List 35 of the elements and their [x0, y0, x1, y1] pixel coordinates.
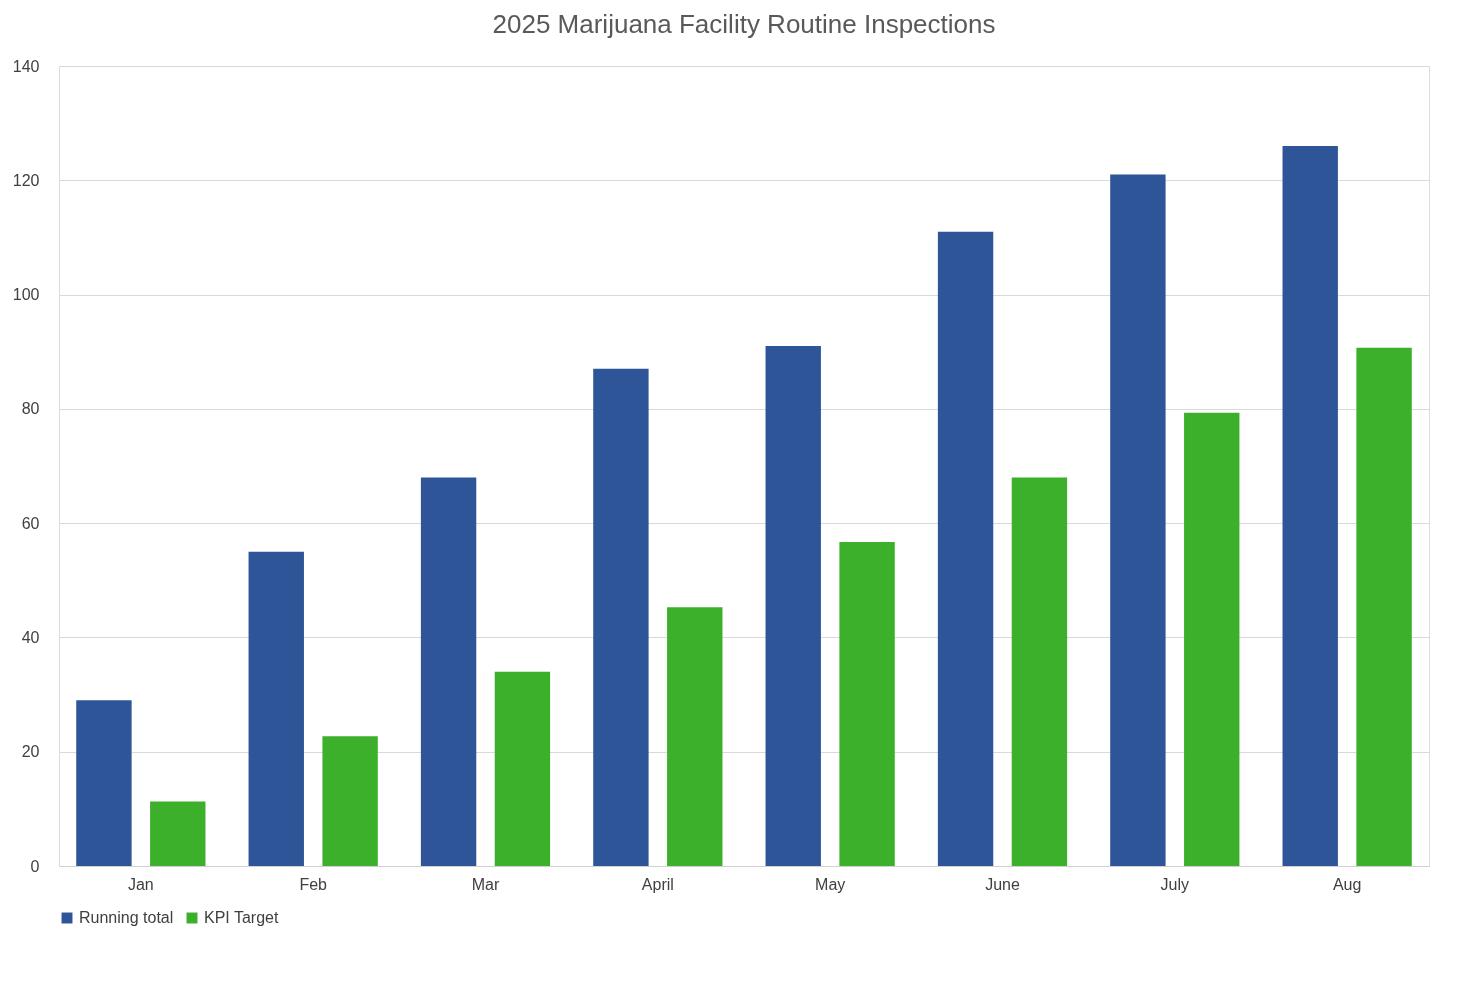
x-tick-label: June: [985, 875, 1020, 893]
y-tick-label: 60: [21, 514, 40, 532]
x-tick-label: April: [641, 875, 674, 893]
bar: [322, 736, 378, 866]
legend-label: KPI Target: [204, 909, 279, 926]
bar: [667, 607, 723, 866]
bar: [420, 477, 477, 866]
x-tick-label: July: [1160, 875, 1190, 893]
bar: [76, 700, 132, 866]
bar: [1282, 146, 1338, 866]
x-tick-label: Mar: [471, 875, 500, 893]
bar: [1110, 174, 1166, 866]
x-tick-label: May: [815, 875, 846, 893]
bar: [494, 671, 551, 866]
bar: [150, 801, 206, 866]
bar: [1356, 347, 1412, 866]
y-tick-label: 20: [21, 743, 40, 761]
y-tick-label: 40: [21, 628, 40, 646]
y-tick-label: 0: [30, 857, 40, 875]
bar: [1184, 412, 1240, 866]
y-tick-label: 120: [12, 171, 40, 189]
x-tick-label: Aug: [1332, 875, 1362, 893]
bar: [1011, 477, 1068, 866]
bar: [937, 231, 994, 866]
y-tick-label: 100: [12, 286, 40, 304]
bar: [248, 551, 304, 866]
legend-label: Running total: [79, 909, 174, 926]
bar: [839, 542, 895, 866]
y-tick-label: 80: [21, 400, 40, 418]
y-tick-label: 140: [12, 57, 40, 75]
chart-title: 2025 Marijuana Facility Routine Inspections: [492, 9, 996, 39]
bar: [765, 346, 821, 866]
x-tick-label: Feb: [299, 875, 328, 893]
bar: [593, 368, 649, 866]
x-tick-label: Jan: [127, 875, 154, 893]
